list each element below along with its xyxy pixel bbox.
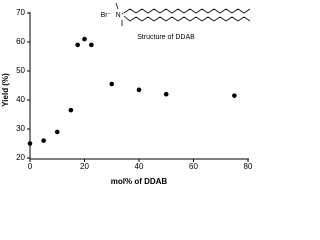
molecule-structure <box>115 2 251 26</box>
x-tick-label: 40 <box>135 162 144 171</box>
x-tick-label: 0 <box>28 162 33 171</box>
y-tick-label: 40 <box>16 95 25 104</box>
point <box>54 129 60 135</box>
chart: Yield (%) mol% of DDAB Br⁻ N⁺ Structure … <box>1 2 253 186</box>
y-tick-label: 60 <box>16 37 25 46</box>
point <box>75 42 80 48</box>
point <box>27 141 33 146</box>
y-tick-label: 50 <box>16 66 25 75</box>
point <box>82 36 87 42</box>
point <box>89 42 94 48</box>
point <box>163 91 169 97</box>
x-axis-label: mol% of DDAB <box>111 177 168 186</box>
point <box>41 138 46 143</box>
x-tick-label: 20 <box>80 162 89 171</box>
x-tick-label: 80 <box>244 162 253 171</box>
annotation: Structure of DDAB <box>137 34 195 41</box>
point <box>232 93 237 98</box>
y-tick-label: 30 <box>16 124 25 133</box>
x-tick-label: 60 <box>189 162 198 171</box>
y-tick-label: 20 <box>16 153 25 162</box>
y-tick-label: 70 <box>16 8 25 17</box>
point <box>68 107 74 113</box>
point <box>109 81 115 87</box>
point <box>136 87 142 93</box>
annotation: Br⁻ <box>101 12 112 19</box>
y-axis-label: Yield (%) <box>1 73 10 107</box>
annotation: N⁺ <box>116 12 125 19</box>
